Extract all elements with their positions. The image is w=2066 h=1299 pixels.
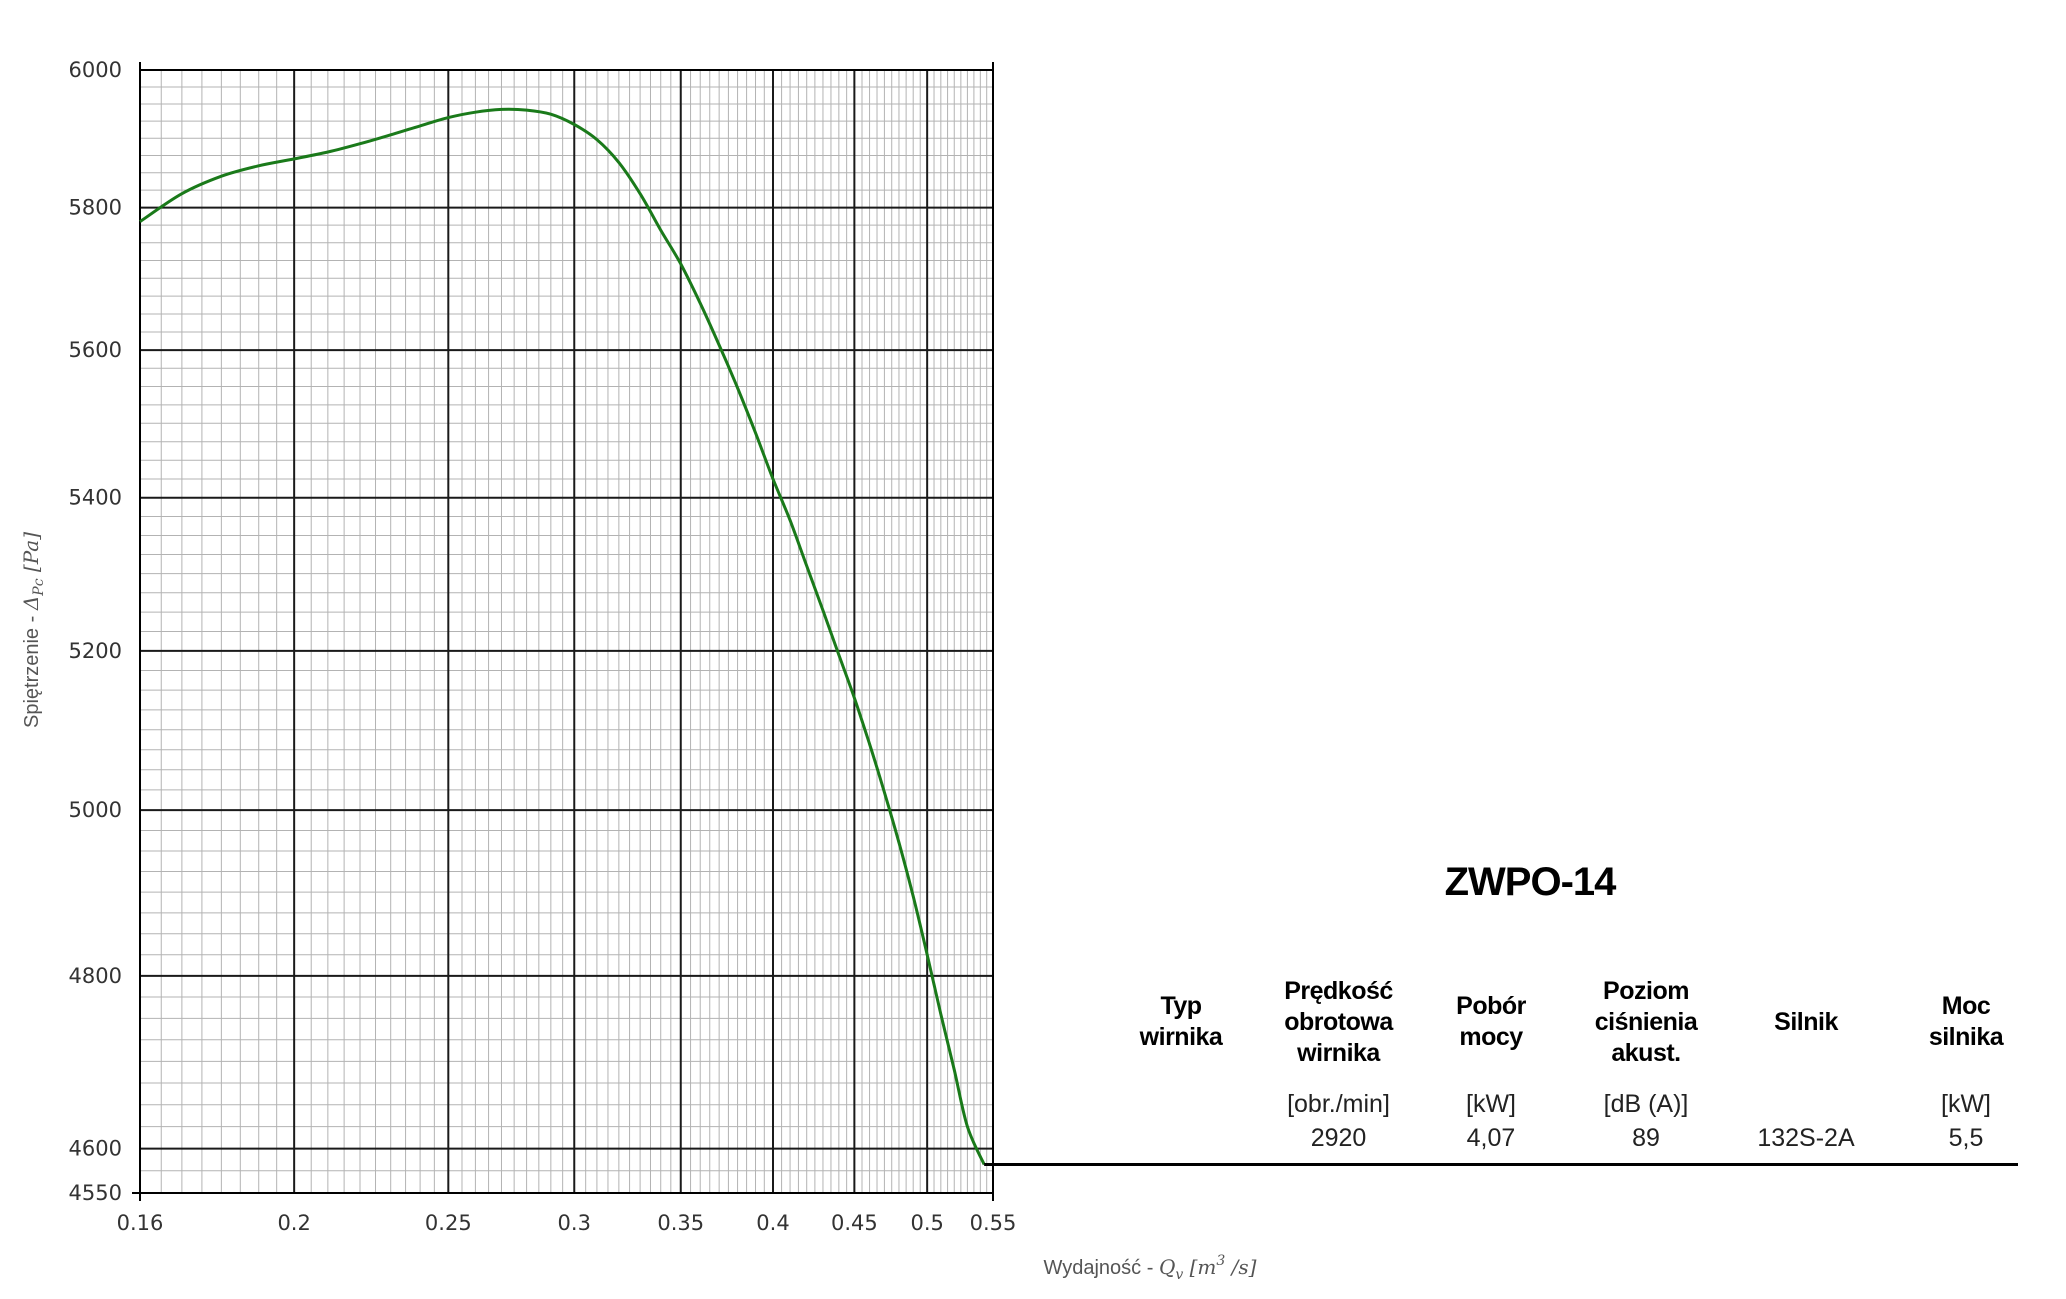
column-header-line: Prędkość [1284,976,1393,1005]
column-value: 4,07 [1466,1124,1516,1152]
column-header-line: Silnik [1774,1007,1838,1036]
column-header-line: obrotowa [1284,1007,1393,1036]
column-value: 2920 [1310,1124,1367,1152]
major-gridlines [140,70,993,1193]
col-predkosc: Prędkość obrotowa wirnika [obr./min] 2920 [1266,972,1411,1158]
col-pobor-mocy: Pobór mocy [kW] 4,07 [1431,972,1551,1158]
col-typ-wirnika: Typ wirnika [1131,972,1231,1158]
y-tick-label: 5200 [69,639,122,663]
y-tick-label: 5400 [69,486,122,510]
col-poziom-cisnienia: Poziom ciśnienia akust. [dB (A)] 89 [1581,972,1711,1158]
y-axis-title-unit: [Pa] [19,532,43,579]
column-unit [1746,1090,1866,1124]
x-axis-title-sub: v [1175,1267,1183,1283]
x-tick-label: 0.3 [558,1211,591,1235]
x-axis-title-symbol: Q [1159,1255,1175,1279]
x-axis-title-unit: [m [1183,1255,1216,1279]
column-unit: [kW] [1466,1090,1516,1118]
x-tick-label: 0.4 [756,1211,789,1235]
column-header: Pobór mocy [1431,972,1551,1072]
x-axis-title: Wydajność - Qv [m3 /s] [1044,1253,1257,1283]
column-unit: [kW] [1941,1090,1991,1118]
column-value: 89 [1632,1124,1660,1152]
y-tick-label: 4800 [69,964,122,988]
x-tick-label: 0.2 [277,1211,310,1235]
series-group [139,107,986,1166]
x-tick-label: 0.55 [970,1211,1017,1235]
minor-gridlines [139,70,994,1193]
column-header: Prędkość obrotowa wirnika [1266,972,1411,1072]
y-tick-label: 5800 [69,196,122,220]
y-axis-title-text: Spiętrzenie - [21,610,43,728]
x-axis-title-text: Wydajność - [1044,1257,1159,1279]
x-axis-title-unit-close: /s] [1225,1255,1256,1279]
y-tick-label: 4600 [69,1137,122,1161]
column-header-line: Typ [1160,992,1202,1020]
column-header: Moc silnika [1906,972,2026,1072]
x-tick-label: 0.35 [657,1211,704,1235]
column-value: 132S-2A [1757,1124,1855,1152]
x-tick-label: 0.45 [831,1211,878,1235]
column-header-line: wirnika [1297,1038,1380,1067]
column-header: Poziom ciśnienia akust. [1581,972,1711,1072]
column-header-line: wirnika [1139,1023,1223,1051]
column-header-line: akust. [1611,1038,1681,1067]
x-axis-title-unit-sup: 3 [1216,1253,1225,1269]
y-axis-title-symbol: Δ [19,596,43,611]
y-axis-title-sub: Pc [31,578,47,596]
y-tick-label: 5600 [69,338,122,362]
column-unit [1131,1090,1231,1124]
fan-model-title: ZWPO-14 [1444,860,1617,904]
column-header-line: silnika [1928,1023,2004,1051]
x-tick-label: 0.25 [425,1211,472,1235]
column-unit: [obr./min] [1287,1090,1390,1118]
axes [132,62,994,1201]
y-axis-title: Spiętrzenie - ΔPc [Pa] [19,532,47,728]
column-value: 5,5 [1948,1124,1984,1152]
x-tick-label: 0.5 [910,1211,943,1235]
column-header: Silnik [1746,972,1866,1072]
x-tick-label: 0.16 [117,1211,164,1235]
y-tick-labels: 4550 4600 4800 5000 5200 5400 5600 5800 6000 [69,58,122,1205]
column-unit: [dB (A)] [1603,1090,1689,1118]
y-tick-label: 4550 [69,1181,122,1205]
performance-curve [139,107,986,1166]
column-header-line: Poziom [1603,976,1689,1005]
col-silnik: Silnik 132S-2A [1746,972,1866,1158]
col-moc-silnika: Moc silnika [kW] 5,5 [1906,972,2026,1158]
x-tick-labels: 0.16 0.2 0.25 0.3 0.35 0.4 0.45 0.5 0.55 [117,1211,1017,1235]
column-header-line: mocy [1459,1023,1523,1051]
column-header-line: Pobór [1456,992,1526,1020]
column-header: Typ wirnika [1131,972,1231,1072]
y-tick-label: 5000 [69,798,122,822]
column-header-line: Moc [1941,992,1991,1020]
column-value [1131,1124,1231,1158]
column-header-line: ciśnienia [1594,1007,1698,1036]
y-tick-label: 6000 [69,58,122,82]
